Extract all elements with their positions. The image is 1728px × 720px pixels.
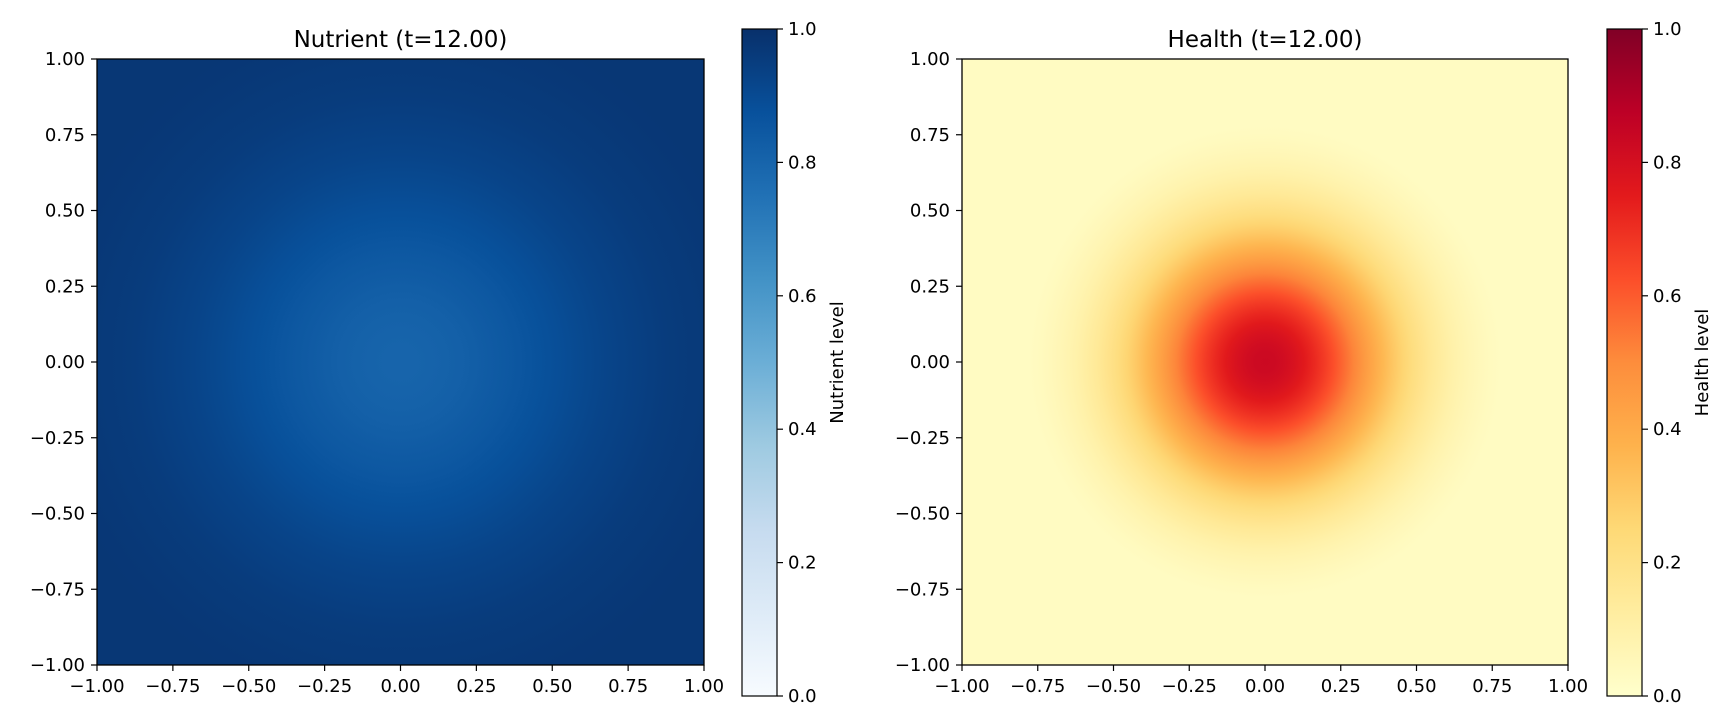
colorbar-tick-label: 1.0 (788, 19, 817, 40)
colorbar-tick-label: 0.0 (1653, 686, 1682, 707)
y-tick-label: 1.00 (45, 49, 85, 70)
y-tick-label: 1.00 (910, 49, 950, 70)
chart-title: Health (t=12.00) (1168, 27, 1363, 53)
x-tick-label: 0.25 (1321, 676, 1361, 697)
y-tick-label: −0.75 (30, 579, 85, 600)
colorbar-tick-label: 0.6 (1653, 286, 1682, 307)
y-tick-label: −0.25 (895, 428, 950, 449)
panel-1: Nutrient (t=12.00) −1.00 −0.75 −0.50 −0.25 0.… (30, 19, 848, 707)
colorbar: 0.0 0.2 0.4 0.6 0.8 1.0 Nutrient level (742, 19, 848, 707)
panel-2: Health (t=12.00)−1.00−0.75−0.50−0.250.00… (895, 19, 1713, 707)
y-tick-label: −0.75 (895, 579, 950, 600)
x-tick-label: −0.75 (1010, 676, 1065, 697)
colorbar-tick-label: 0.8 (1653, 152, 1682, 173)
x-tick-label: 1.00 (1548, 676, 1588, 697)
colorbar-gradient (742, 29, 777, 696)
colorbar-tick-label: 0.6 (788, 286, 817, 307)
y-tick-label: −0.25 (30, 428, 85, 449)
x-tick-label: 0.75 (608, 676, 648, 697)
x-tick-label: 1.00 (684, 676, 724, 697)
y-tick-label: 0.00 (45, 352, 85, 373)
x-tick-label: −0.25 (1162, 676, 1217, 697)
x-tick-label: 0.75 (1472, 676, 1512, 697)
x-tick-label: −0.75 (145, 676, 200, 697)
y-tick-label: 0.50 (910, 201, 950, 222)
x-tick-label: 0.50 (532, 676, 572, 697)
y-tick-label: −0.50 (30, 504, 85, 525)
x-tick-label: −1.00 (934, 676, 989, 697)
x-tick-label: 0.00 (1245, 676, 1285, 697)
colorbar-tick-label: 0.2 (788, 553, 817, 574)
colorbar-label: Nutrient level (827, 301, 848, 423)
y-tick-label: 0.25 (45, 276, 85, 297)
y-tick-label: −1.00 (895, 655, 950, 676)
heatmap-field (962, 59, 1568, 665)
y-tick-label: 0.75 (45, 125, 85, 146)
y-tick-label: 0.00 (910, 352, 950, 373)
heatmap-field (97, 59, 704, 665)
colorbar-gradient (1607, 29, 1642, 696)
x-tick-label: 0.25 (456, 676, 496, 697)
x-tick-label: −0.50 (1086, 676, 1141, 697)
x-tick-label: 0.00 (380, 676, 420, 697)
x-tick-label: −1.00 (69, 676, 124, 697)
y-tick-label: 0.25 (910, 276, 950, 297)
colorbar-tick-label: 0.8 (788, 152, 817, 173)
colorbar-tick-label: 1.0 (1653, 19, 1682, 40)
colorbar-label: Health level (1692, 309, 1713, 417)
chart-title: Nutrient (t=12.00) (294, 27, 508, 53)
colorbar-tick-label: 0.4 (1653, 419, 1682, 440)
y-tick-label: 0.50 (45, 201, 85, 222)
colorbar-tick-label: 0.0 (788, 686, 817, 707)
y-tick-label: −0.50 (895, 504, 950, 525)
colorbar-tick-label: 0.4 (788, 419, 817, 440)
x-tick-label: −0.25 (297, 676, 352, 697)
x-tick-label: −0.50 (221, 676, 276, 697)
colorbar: 0.0 0.2 0.4 0.6 0.8 1.0 Health level (1607, 19, 1713, 707)
colorbar-tick-label: 0.2 (1653, 553, 1682, 574)
x-tick-label: 0.50 (1396, 676, 1436, 697)
y-tick-label: 0.75 (910, 125, 950, 146)
y-tick-label: −1.00 (30, 655, 85, 676)
